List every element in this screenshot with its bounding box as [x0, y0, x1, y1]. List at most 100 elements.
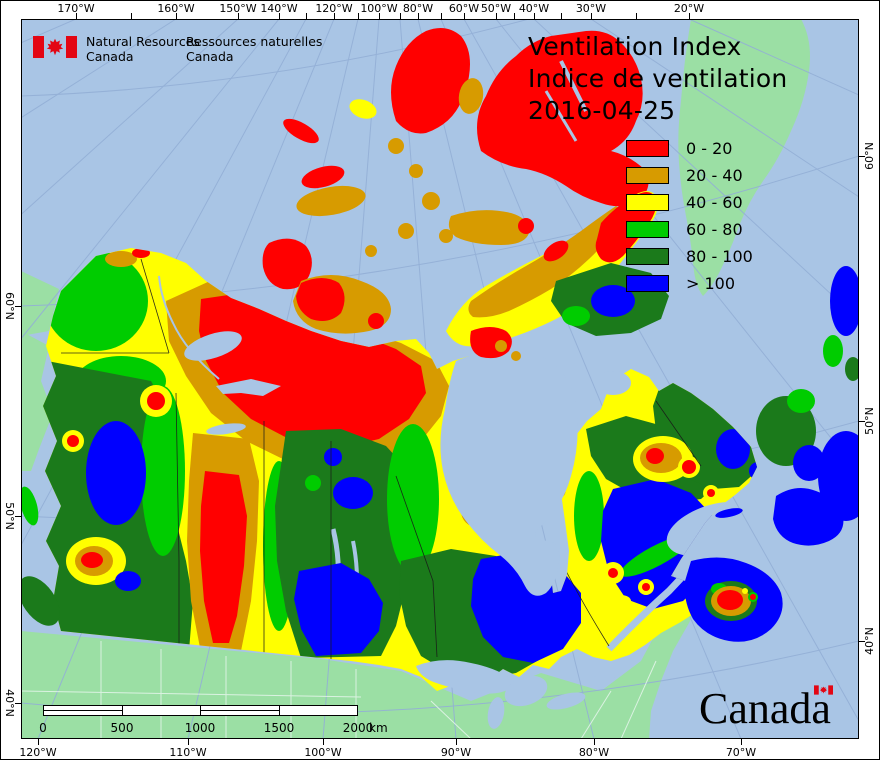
- axis-label: 70°W: [725, 746, 757, 759]
- graticule-tick: [456, 739, 457, 745]
- us-state-borders: [21, 641, 657, 739]
- title-date: 2016-04-25: [528, 96, 676, 125]
- graticule-tick: [379, 13, 380, 19]
- graticule-tick: [306, 13, 307, 19]
- graticule-tick: [689, 13, 690, 19]
- title-en: Ventilation Index: [528, 32, 742, 61]
- graticule-tick: [358, 13, 359, 19]
- graticule-tick: [514, 13, 515, 19]
- graticule-tick: [334, 13, 335, 19]
- axis-label: 100°W: [304, 746, 342, 759]
- axis-label: 30°W: [575, 2, 607, 15]
- legend-swatch: [626, 221, 669, 238]
- graticule-tick: [859, 421, 865, 422]
- legend-swatch: [626, 140, 669, 157]
- logo-text-fr-1: Ressources naturelles: [186, 34, 323, 49]
- axis-label: 150°W: [219, 2, 257, 15]
- axis-label: 40°N: [863, 627, 876, 655]
- legend-label: 60 - 80: [686, 220, 743, 239]
- wordmark-text: Canada: [699, 684, 831, 733]
- axis-label: 160°W: [157, 2, 195, 15]
- map-title: Ventilation Index Indice de ventilation …: [528, 31, 787, 127]
- graticule-tick: [15, 306, 21, 307]
- canada-flag-icon: [814, 685, 833, 695]
- graticule-tick: [38, 739, 39, 745]
- graticule-tick: [323, 739, 324, 745]
- axis-label: 170°W: [57, 2, 95, 15]
- axis-label: 20°W: [673, 2, 705, 15]
- graticule-tick: [441, 13, 442, 19]
- graticule-tick: [496, 13, 497, 19]
- legend-swatch: [626, 167, 669, 184]
- arctic-islands: [262, 27, 669, 361]
- axis-label: 120°W: [315, 2, 353, 15]
- canada-wordmark: Canada: [699, 687, 831, 731]
- scale-label: 0: [39, 721, 47, 735]
- axis-label: 50°W: [480, 2, 512, 15]
- legend-swatch: [626, 275, 669, 292]
- legend-label: 80 - 100: [686, 247, 753, 266]
- canada-flag-icon: [33, 36, 77, 58]
- scale-segment: [123, 706, 201, 715]
- scale-bar: [43, 705, 358, 716]
- scale-label: 1000: [184, 721, 216, 735]
- axis-label: 140°W: [260, 2, 298, 15]
- logo-text-en-2: Canada: [86, 49, 134, 64]
- axis-label: 80°W: [402, 2, 434, 15]
- axis-label: 60°W: [448, 2, 480, 15]
- title-fr: Indice de ventilation: [528, 64, 788, 93]
- axis-label: 60°N: [863, 142, 876, 170]
- axis-label: 50°N: [863, 407, 876, 435]
- axis-label: 120°W: [19, 746, 57, 759]
- graticule-tick: [279, 13, 280, 19]
- graticule-tick: [418, 13, 419, 19]
- scale-segment: [44, 706, 123, 715]
- canada-mainland: [43, 248, 757, 691]
- graticule-tick: [636, 13, 637, 19]
- graticule-tick: [561, 13, 562, 19]
- legend-label: > 100: [686, 274, 736, 293]
- graticule-tick: [859, 641, 865, 642]
- graticule-tick: [188, 739, 189, 745]
- scale-label: 1500: [263, 721, 295, 735]
- graticule-tick: [76, 13, 77, 19]
- legend-swatch: [626, 248, 669, 265]
- legend-label: 20 - 40: [686, 166, 743, 185]
- axis-label: 40°W: [518, 2, 550, 15]
- axis-label: 110°W: [169, 746, 207, 759]
- graticule-tick: [238, 13, 239, 19]
- graticule-tick: [741, 739, 742, 745]
- alaska: [21, 271, 59, 336]
- graticule-tick: [15, 516, 21, 517]
- graticule-tick: [594, 739, 595, 745]
- graticule-tick: [400, 13, 401, 19]
- axis-label: 50°N: [3, 502, 16, 530]
- legend-swatch: [626, 194, 669, 211]
- axis-label: 60°N: [3, 292, 16, 320]
- scale-unit: km: [369, 721, 388, 735]
- axis-label: 90°W: [440, 746, 472, 759]
- graticule-tick: [131, 13, 132, 19]
- greenland: [678, 19, 810, 296]
- axis-label: 40°N: [3, 689, 16, 717]
- graticule-tick: [534, 13, 535, 19]
- graticule-tick: [859, 156, 865, 157]
- bc-islands: [21, 486, 60, 626]
- logo-text-fr-2: Canada: [186, 49, 234, 64]
- graticule-tick: [464, 13, 465, 19]
- logo-text-en-1: Natural Resources: [86, 34, 200, 49]
- graticule-tick: [591, 13, 592, 19]
- axis-label: 80°W: [578, 746, 610, 759]
- east-coast: [684, 266, 859, 642]
- canada-ventilation-map: [21, 19, 859, 739]
- graticule-tick: [15, 703, 21, 704]
- graticule-tick: [176, 13, 177, 19]
- great-lakes: [416, 660, 615, 729]
- scale-segment: [280, 706, 358, 715]
- legend-label: 0 - 20: [686, 139, 733, 158]
- scale-label: 2000: [342, 721, 374, 735]
- axis-label: 100°W: [360, 2, 398, 15]
- scale-segment: [201, 706, 280, 715]
- scale-label: 500: [110, 721, 134, 735]
